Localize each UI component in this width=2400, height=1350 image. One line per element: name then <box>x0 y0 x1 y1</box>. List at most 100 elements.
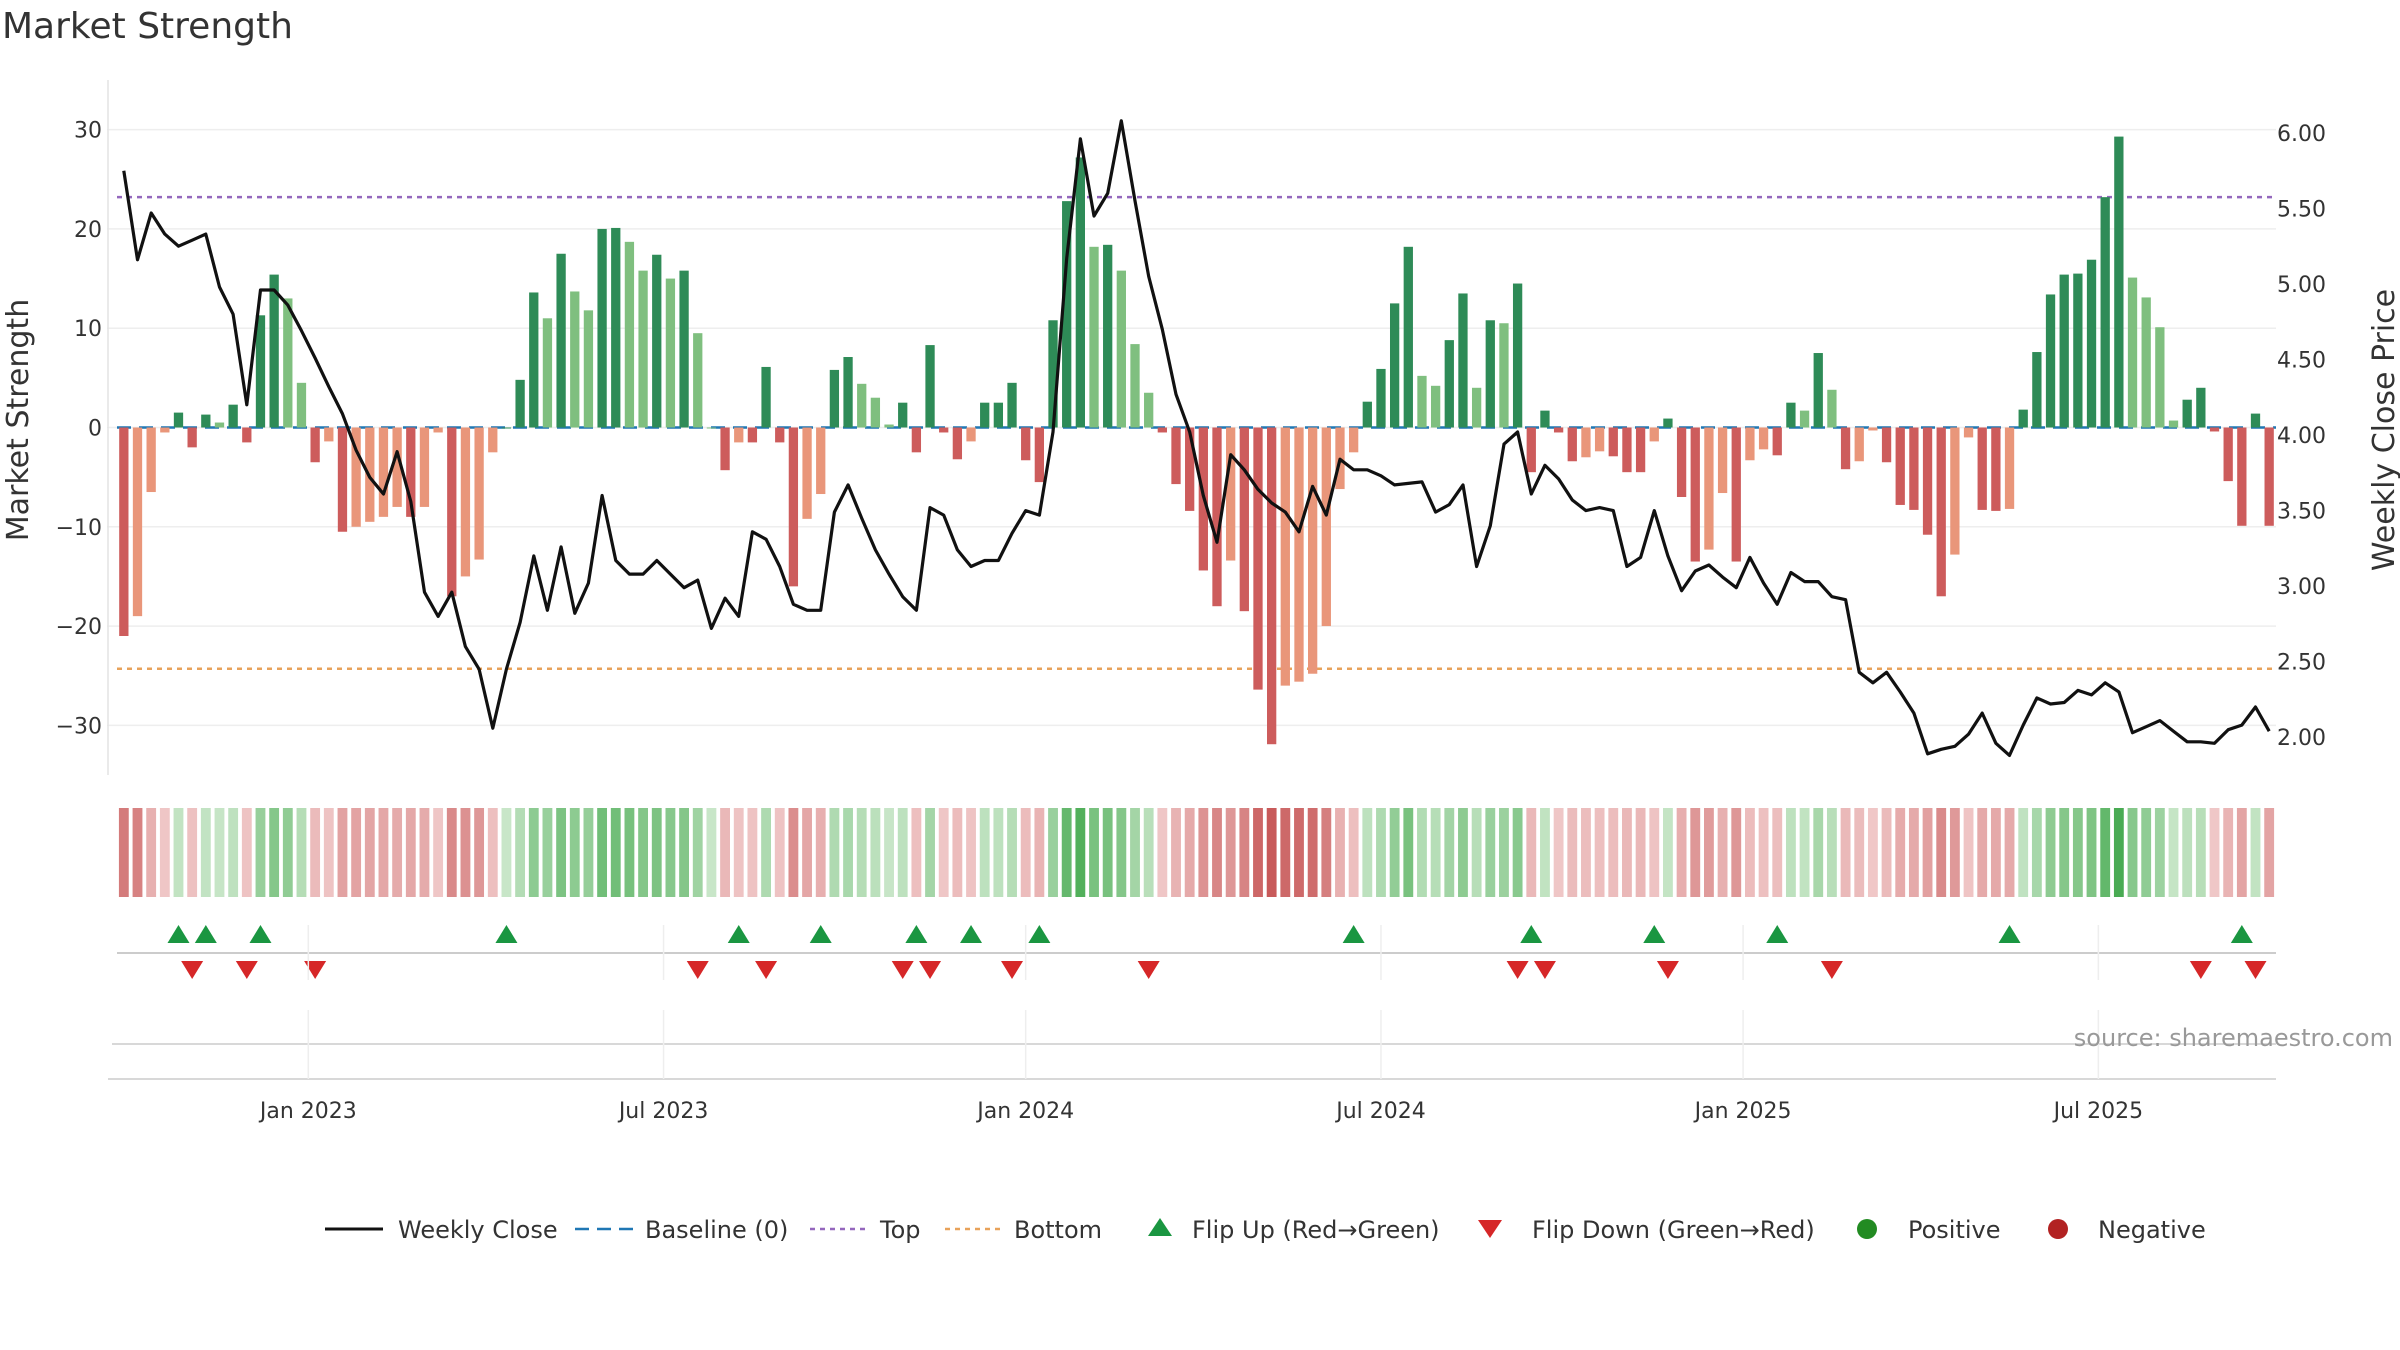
strip-cell <box>2250 808 2261 897</box>
strip-cell <box>1048 808 1058 897</box>
strength-bar <box>1348 427 1359 453</box>
strip-cell <box>405 808 416 897</box>
flip-down-marker <box>891 961 914 979</box>
x-tick-label: Jan 2024 <box>975 1099 1074 1124</box>
strip-cell <box>1526 808 1537 897</box>
legend-label: Bottom <box>1014 1216 1102 1244</box>
legend-item: Bottom <box>945 1216 1102 1244</box>
strip-cell <box>679 808 689 897</box>
strip-cell <box>1102 808 1113 897</box>
strength-bar <box>1540 410 1550 428</box>
strip-cell <box>815 808 826 897</box>
strength-bar <box>228 404 238 428</box>
strength-bar <box>1526 427 1536 473</box>
strip-cell <box>118 808 129 897</box>
strip-cell <box>870 808 881 897</box>
strip-cell <box>1130 808 1140 897</box>
strip-cell <box>1280 808 1291 897</box>
strength-bar <box>1444 340 1454 428</box>
flip-up-marker <box>2230 925 2253 943</box>
strip-cell <box>2113 808 2124 897</box>
strength-bar <box>624 241 635 428</box>
strength-bar <box>1458 293 1468 428</box>
strip-cell <box>2086 808 2097 897</box>
strip-cell <box>2004 808 2015 897</box>
strip-cell <box>966 808 976 897</box>
flip-up-marker <box>809 925 832 943</box>
strength-bar <box>1144 392 1154 428</box>
left-axis-title: Market Strength <box>1 299 36 541</box>
strip-cell <box>1266 808 1277 897</box>
strength-bar <box>2155 327 2165 428</box>
strength-bar <box>337 427 348 532</box>
legend-item: Baseline (0) <box>575 1216 788 1244</box>
strength-bar <box>1075 157 1085 428</box>
flip-down-marker <box>1533 961 1556 979</box>
strip-cell <box>1540 808 1550 897</box>
strip-cell <box>1758 808 1769 897</box>
strip-cell <box>1362 808 1373 897</box>
strip-cell <box>1512 808 1523 897</box>
strength-bar <box>925 345 935 428</box>
right-tick-label: 4.00 <box>2277 424 2326 449</box>
strip-cell <box>255 808 266 897</box>
strength-bar <box>597 228 607 428</box>
strength-bar <box>242 427 252 443</box>
strength-bar <box>2237 427 2247 526</box>
strip-cell <box>269 808 280 897</box>
strength-bar <box>501 427 512 429</box>
strip-cell <box>2195 808 2206 897</box>
strength-bar <box>296 382 307 428</box>
strength-bar <box>747 427 758 443</box>
strip-cell <box>2072 808 2083 897</box>
strip-cell <box>952 808 963 897</box>
strip-cell <box>610 808 621 897</box>
strip-cell <box>1690 808 1701 897</box>
strength-bar <box>1362 401 1372 428</box>
x-tick-label: Jan 2025 <box>1693 1099 1792 1124</box>
strength-bar <box>474 427 484 560</box>
strip-cell <box>1075 808 1086 897</box>
strength-bar <box>1813 353 1823 428</box>
strength-bar <box>214 422 225 428</box>
flip-down-marker <box>686 961 709 979</box>
strength-bar <box>1745 427 1755 461</box>
legend-swatch-negative <box>2048 1219 2068 1239</box>
legend-label: Baseline (0) <box>645 1216 788 1244</box>
strip-cell <box>474 808 485 897</box>
strip-cell <box>419 808 430 897</box>
flip-up-marker <box>1028 925 1051 943</box>
strip-cell <box>1321 808 1332 897</box>
strength-bar <box>2264 427 2274 526</box>
strip-cell <box>460 808 471 897</box>
strength-bar <box>1608 427 1618 457</box>
legend-item: Flip Up (Red→Green) <box>1148 1216 1440 1244</box>
strength-bar <box>1581 427 1591 458</box>
strip-cell <box>1744 808 1755 897</box>
x-tick-label: Jul 2024 <box>1334 1099 1426 1124</box>
strip-cell <box>1403 808 1414 897</box>
strength-bar <box>1321 427 1331 627</box>
strength-bar <box>1950 427 1960 555</box>
strip-cell <box>2059 808 2070 897</box>
strength-bar <box>2141 297 2151 428</box>
strip-cell <box>720 808 730 897</box>
strip-cell <box>542 808 553 897</box>
legend-item: Top <box>810 1216 921 1244</box>
strip-cell <box>897 808 908 897</box>
strip-cell <box>2182 808 2193 897</box>
legend-item: Flip Down (Green→Red) <box>1478 1216 1815 1244</box>
strength-bar <box>1622 427 1632 473</box>
strip-cell <box>1990 808 2001 897</box>
right-tick-label: 3.00 <box>2277 575 2326 600</box>
strength-bar <box>1881 427 1892 463</box>
flip-up-marker <box>167 925 190 943</box>
strength-bar <box>201 414 211 428</box>
strength-bar <box>2073 273 2083 428</box>
strength-bar <box>542 318 553 428</box>
strength-bar <box>2182 399 2192 428</box>
strength-bar <box>1267 427 1277 745</box>
strip-cell <box>761 808 771 897</box>
strip-cell <box>1581 808 1591 897</box>
